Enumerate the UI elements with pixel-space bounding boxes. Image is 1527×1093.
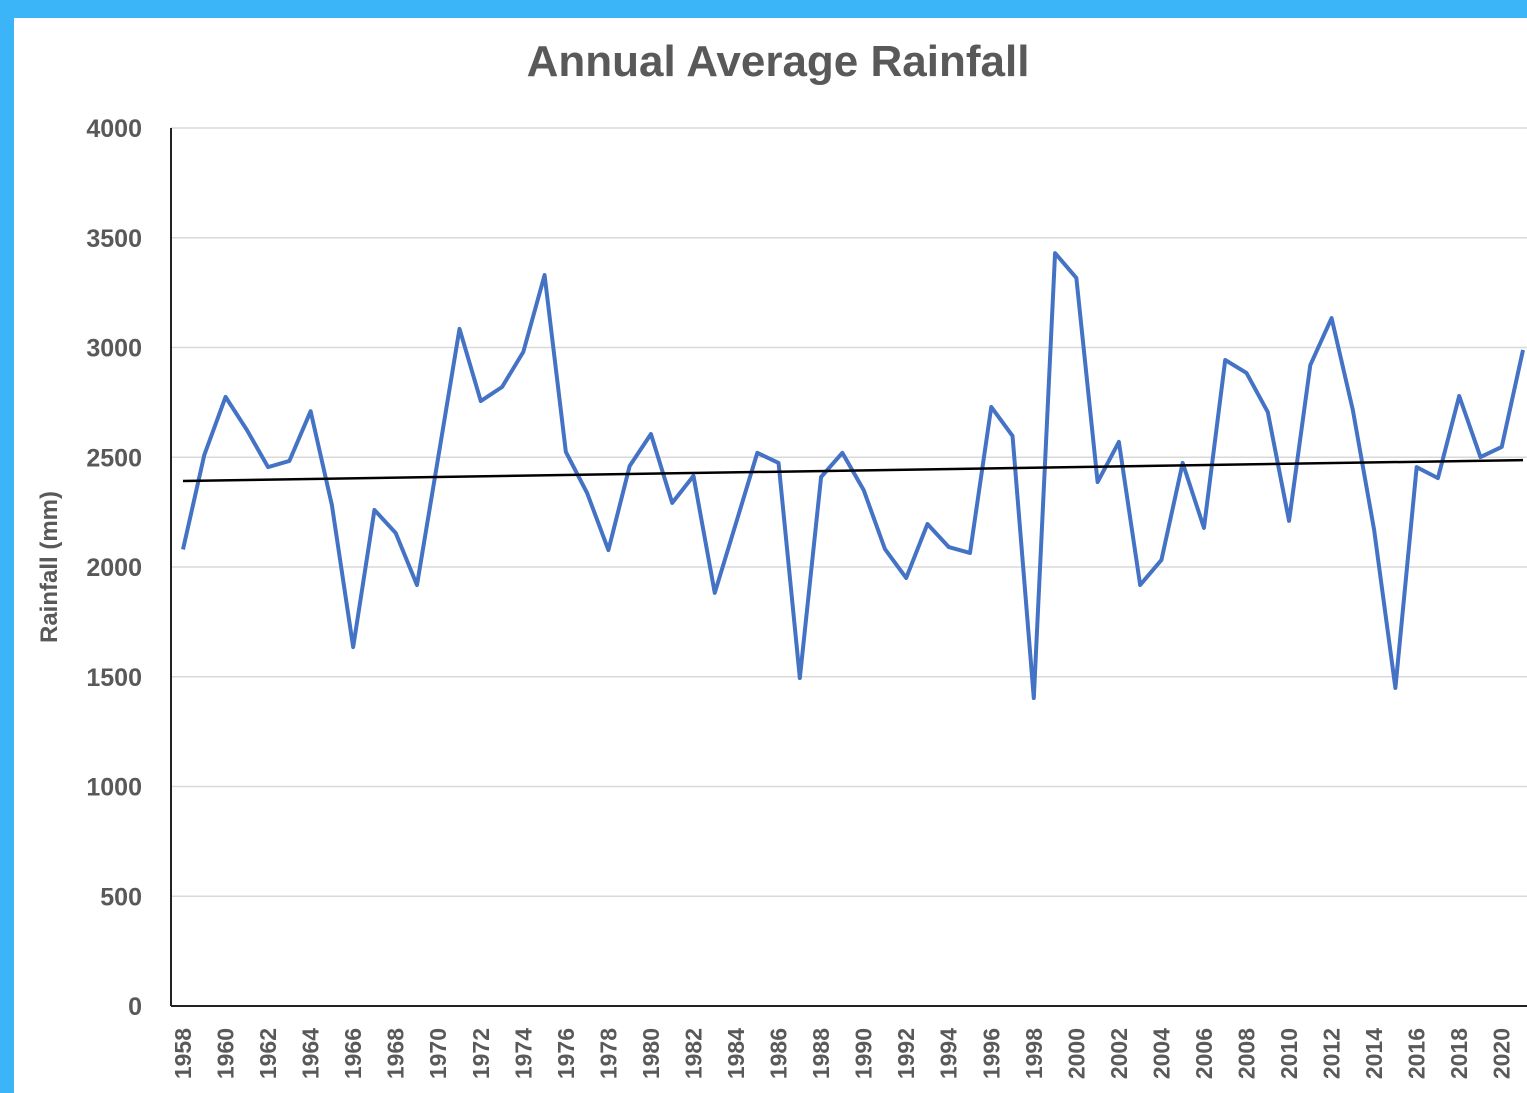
y-tick-label: 4000 bbox=[86, 115, 142, 143]
y-tick-label: 3000 bbox=[86, 335, 142, 363]
x-tick-label: 1962 bbox=[255, 1028, 281, 1079]
x-tick-label: 2010 bbox=[1276, 1028, 1302, 1079]
y-tick-label: 1000 bbox=[86, 774, 142, 802]
chart-background bbox=[14, 18, 1527, 1093]
y-tick-label: 500 bbox=[100, 883, 142, 911]
chart-title: Annual Average Rainfall bbox=[527, 37, 1030, 86]
x-tick-label: 2006 bbox=[1191, 1028, 1217, 1079]
x-tick-label: 2014 bbox=[1361, 1028, 1387, 1079]
x-tick-label: 2020 bbox=[1489, 1028, 1515, 1079]
y-tick-label: 1500 bbox=[86, 664, 142, 692]
x-tick-label: 1996 bbox=[978, 1028, 1004, 1079]
x-tick-label: 1992 bbox=[893, 1028, 919, 1079]
x-tick-label: 1958 bbox=[170, 1028, 196, 1079]
x-tick-label: 1964 bbox=[298, 1028, 324, 1079]
x-tick-label: 1982 bbox=[680, 1028, 706, 1079]
x-tick-label: 1970 bbox=[425, 1028, 451, 1079]
y-tick-label: 2000 bbox=[86, 554, 142, 582]
trend-line bbox=[182, 458, 1524, 483]
x-tick-label: 1972 bbox=[468, 1028, 494, 1079]
x-tick-label: 1984 bbox=[723, 1028, 749, 1079]
x-tick-label: 2000 bbox=[1063, 1028, 1089, 1079]
x-tick-label: 1988 bbox=[808, 1028, 834, 1079]
x-tick-label: 1980 bbox=[638, 1028, 664, 1079]
x-tick-label: 2002 bbox=[1106, 1028, 1132, 1079]
y-tick-label: 3500 bbox=[86, 225, 142, 253]
x-tick-label: 1990 bbox=[851, 1028, 877, 1079]
y-axis-label: Rainfall (mm) bbox=[36, 491, 63, 643]
x-tick-label: 1974 bbox=[510, 1028, 536, 1079]
x-tick-label: 2008 bbox=[1234, 1028, 1260, 1079]
x-tick-label: 2004 bbox=[1148, 1028, 1174, 1079]
x-tick-label: 2012 bbox=[1319, 1028, 1345, 1079]
x-tick-label: 1966 bbox=[340, 1028, 366, 1079]
x-tick-label: 1986 bbox=[766, 1028, 792, 1079]
x-tick-label: 1976 bbox=[553, 1028, 579, 1079]
x-tick-label: 2018 bbox=[1446, 1028, 1472, 1079]
x-tick-label: 1978 bbox=[595, 1028, 621, 1079]
x-tick-label: 1968 bbox=[383, 1028, 409, 1079]
y-tick-label: 2500 bbox=[86, 444, 142, 472]
x-tick-label: 1998 bbox=[1021, 1028, 1047, 1079]
x-tick-label: 2016 bbox=[1404, 1028, 1430, 1079]
x-tick-label: 1994 bbox=[936, 1028, 962, 1079]
y-tick-label: 0 bbox=[128, 993, 142, 1021]
x-tick-label: 1960 bbox=[213, 1028, 239, 1079]
